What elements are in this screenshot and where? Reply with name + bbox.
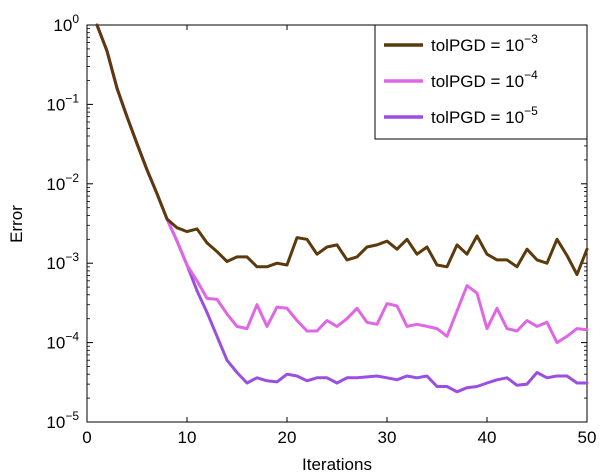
legend: tolPGD = 10−3 tolPGD = 10−4 tolPGD = 10−5 — [374, 24, 588, 140]
y-tick-label: 100 — [53, 12, 79, 35]
x-tick-label: 40 — [478, 428, 497, 447]
x-tick-label: 20 — [278, 428, 297, 447]
legend-label-3: tolPGD = 10−5 — [431, 104, 538, 127]
x-tick-label: 0 — [82, 428, 91, 447]
x-tick-label: 10 — [178, 428, 197, 447]
y-tick-label: 10−1 — [46, 91, 79, 114]
series-line-2 — [95, 23, 589, 345]
series-lines — [95, 23, 589, 394]
x-axis-label: Iterations — [302, 455, 372, 472]
legend-label-2: tolPGD = 10−4 — [431, 68, 538, 91]
y-tick-label: 10−3 — [46, 250, 79, 273]
series-line-1 — [95, 23, 589, 276]
y-tick-label: 10−4 — [46, 330, 79, 353]
x-tick-label: 30 — [378, 428, 397, 447]
y-tick-label: 10−2 — [46, 171, 79, 194]
axis-ticks: 0 10 20 30 40 50 100 10−1 10−2 10−3 10−4 10−5 — [46, 12, 596, 447]
legend-label-1: tolPGD = 10−3 — [431, 32, 538, 55]
y-tick-label: 10−5 — [46, 409, 79, 432]
x-tick-label: 50 — [578, 428, 597, 447]
y-axis-label: Error — [7, 205, 26, 243]
